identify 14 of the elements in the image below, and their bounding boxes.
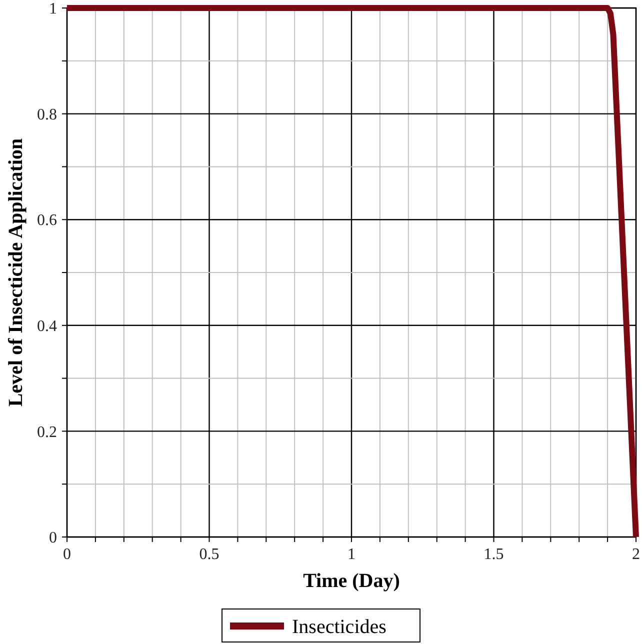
x-tick-label: 1 (348, 546, 356, 563)
y-tick-label: 0.8 (37, 106, 57, 124)
x-tick-label: 2 (632, 546, 640, 563)
y-tick-label: 0.2 (37, 424, 57, 441)
y-axis-title: Level of Insecticide Application (5, 138, 27, 407)
y-tick-label: 0.4 (37, 318, 57, 335)
x-tick-label: 0 (63, 546, 71, 563)
y-tick-label: 1 (49, 0, 57, 18)
y-tick-label: 0.6 (37, 212, 57, 230)
y-tick-label: 0 (49, 530, 57, 547)
legend-label: Insecticides (292, 616, 387, 638)
x-axis-title: Time (Day) (303, 570, 400, 592)
x-tick-label: 0.5 (199, 546, 220, 563)
x-tick-label: 1.5 (484, 546, 504, 563)
